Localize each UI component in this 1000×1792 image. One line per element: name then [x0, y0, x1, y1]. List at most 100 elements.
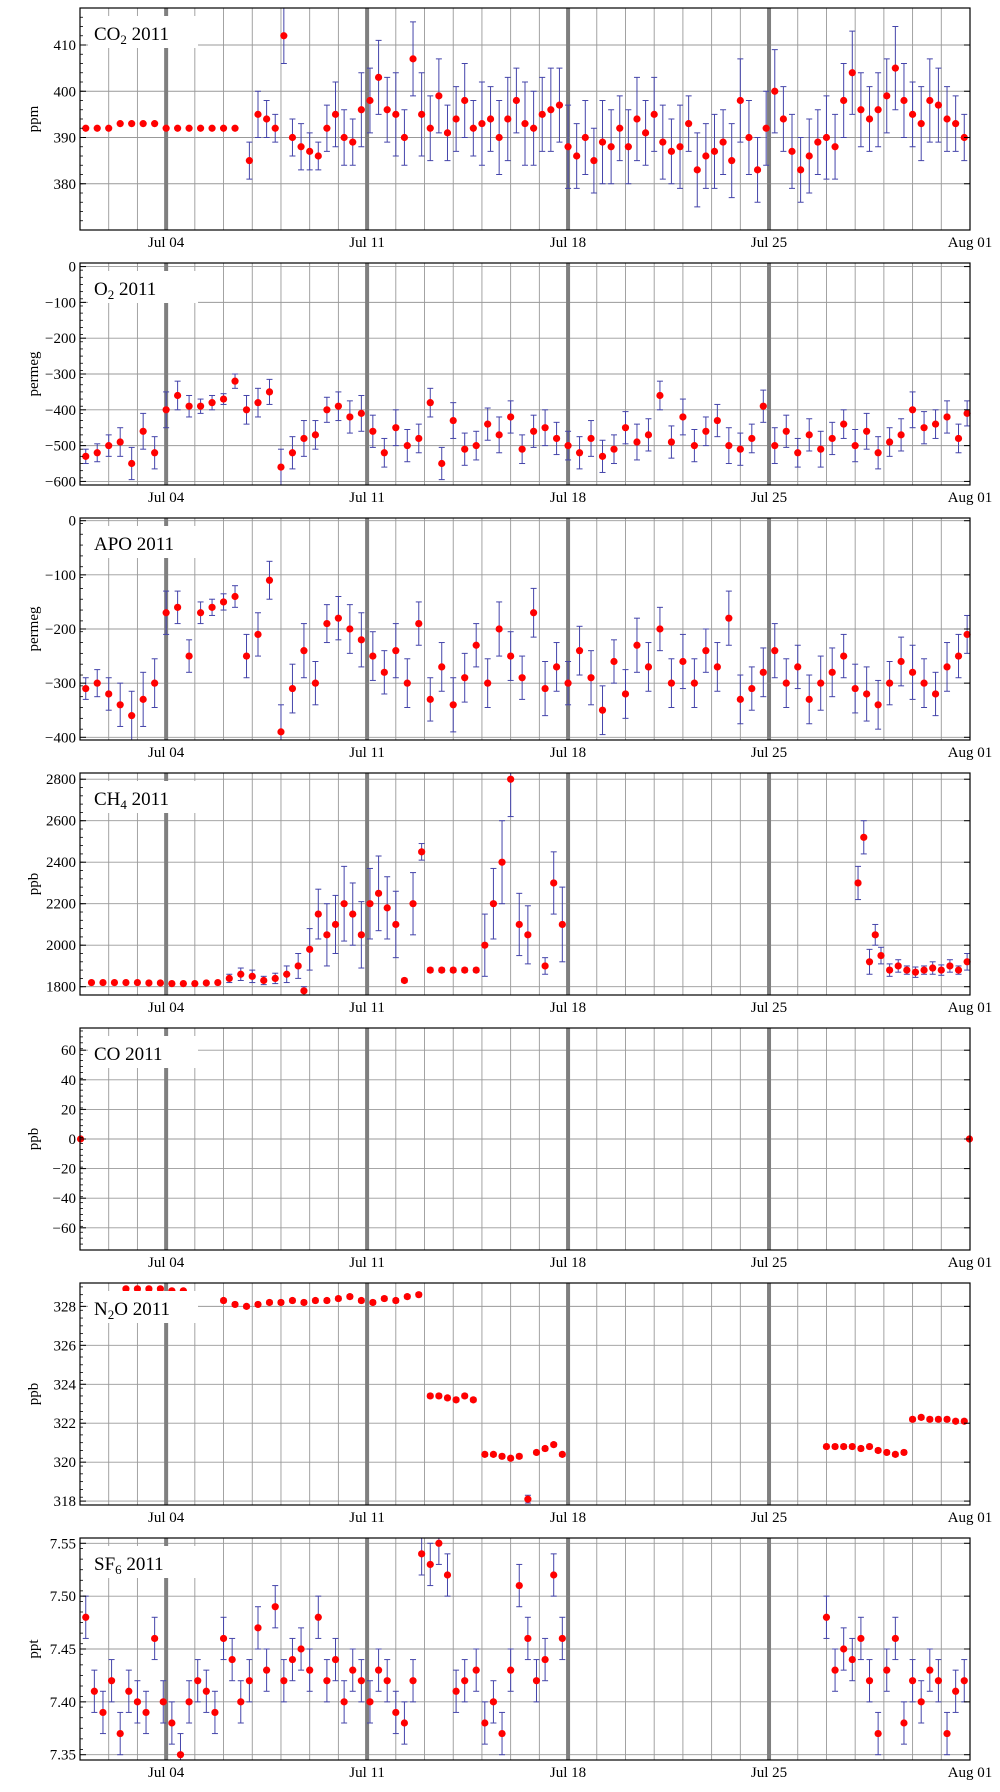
y-tick-label: 7.35: [50, 1748, 76, 1764]
data-point: [817, 679, 825, 687]
data-point: [555, 101, 564, 109]
data-point: [573, 152, 581, 160]
data-series: [82, 560, 971, 741]
data-point: [357, 409, 365, 417]
data-point: [438, 966, 446, 974]
data-series: [82, 7, 968, 208]
y-axis-label: permeg: [26, 606, 42, 651]
data-point: [538, 110, 546, 118]
data-point: [357, 106, 365, 114]
data-point: [865, 1442, 874, 1451]
data-point: [340, 1698, 348, 1706]
data-point: [558, 920, 566, 929]
data-point: [426, 966, 434, 974]
title-box: [88, 16, 198, 48]
data-point: [782, 427, 790, 435]
data-point: [174, 603, 182, 611]
data-point: [891, 64, 899, 72]
data-point: [848, 1655, 856, 1664]
x-tick-label: Jul 18: [550, 235, 586, 251]
data-point: [110, 978, 119, 987]
data-point: [954, 966, 963, 974]
data-point: [713, 416, 721, 425]
data-point: [265, 576, 274, 584]
data-point: [840, 1645, 848, 1653]
data-point: [263, 115, 271, 123]
y-tick-label: 0: [69, 1132, 77, 1148]
y-tick-label: −100: [45, 568, 76, 584]
data-point: [633, 115, 641, 123]
data-point: [530, 427, 538, 435]
data-point: [917, 1413, 925, 1421]
data-point: [277, 1298, 285, 1307]
data-point: [174, 124, 182, 132]
data-point: [541, 1655, 549, 1664]
data-point: [805, 152, 813, 160]
data-point: [908, 668, 917, 676]
data-point: [311, 431, 320, 439]
data-point: [156, 1285, 164, 1293]
data-series: [82, 373, 971, 486]
data-point: [418, 848, 426, 856]
data-point: [392, 110, 400, 118]
data-point: [641, 129, 650, 137]
data-point: [426, 1560, 434, 1569]
data-point: [822, 1442, 831, 1451]
data-point: [498, 1729, 506, 1738]
data-point: [435, 92, 443, 100]
data-point: [331, 1655, 340, 1664]
data-point: [418, 1550, 426, 1558]
data-point: [271, 1603, 279, 1611]
data-point: [954, 652, 963, 660]
data-point: [245, 157, 253, 165]
data-point: [125, 1687, 133, 1695]
data-point: [926, 1415, 934, 1423]
data-point: [349, 910, 357, 918]
data-point: [797, 166, 805, 174]
y-tick-label: −300: [45, 367, 76, 383]
y-tick-label: 0: [69, 514, 77, 530]
chart-title: CO 2011: [94, 1044, 162, 1065]
data-point: [288, 133, 297, 142]
data-point: [443, 1571, 452, 1579]
data-point: [748, 684, 756, 693]
data-point: [659, 138, 667, 146]
data-point: [128, 120, 136, 128]
data-point: [93, 449, 101, 457]
x-tick-label: Aug 01: [948, 745, 993, 761]
data-point: [162, 124, 170, 132]
y-tick-label: 318: [54, 1494, 77, 1510]
data-point: [541, 962, 549, 970]
data-point: [159, 1698, 167, 1706]
y-tick-label: 328: [54, 1299, 77, 1315]
x-tick-label: Jul 11: [349, 1765, 385, 1781]
data-point: [174, 391, 182, 400]
data-point: [265, 388, 274, 396]
data-point: [814, 138, 822, 146]
y-tick-label: 2400: [46, 855, 76, 871]
data-point: [323, 1296, 331, 1305]
data-point: [472, 641, 480, 649]
data-point: [334, 1294, 342, 1303]
data-point: [719, 138, 727, 146]
data-point: [237, 970, 245, 978]
data-point: [82, 1613, 90, 1621]
plot-area: [80, 1283, 970, 1505]
data-point: [400, 1719, 409, 1727]
data-point: [854, 879, 862, 887]
data-point: [254, 110, 262, 118]
data-point: [323, 619, 331, 628]
y-tick-label: −400: [45, 403, 76, 419]
data-point: [435, 1539, 443, 1547]
x-tick-label: Jul 25: [751, 745, 787, 761]
data-point: [248, 972, 256, 980]
data-point: [931, 420, 940, 428]
data-point: [840, 652, 848, 660]
data-point: [960, 1677, 968, 1685]
y-tick-label: 7.55: [50, 1536, 76, 1552]
data-point: [185, 124, 193, 132]
data-point: [168, 979, 176, 988]
title-box: [88, 1291, 198, 1323]
chart-panel-1: 380 390 400 410 Jul 04 Jul 11 Jul 18 Jul 25 Aug …: [26, 7, 992, 251]
data-point: [917, 1698, 925, 1706]
